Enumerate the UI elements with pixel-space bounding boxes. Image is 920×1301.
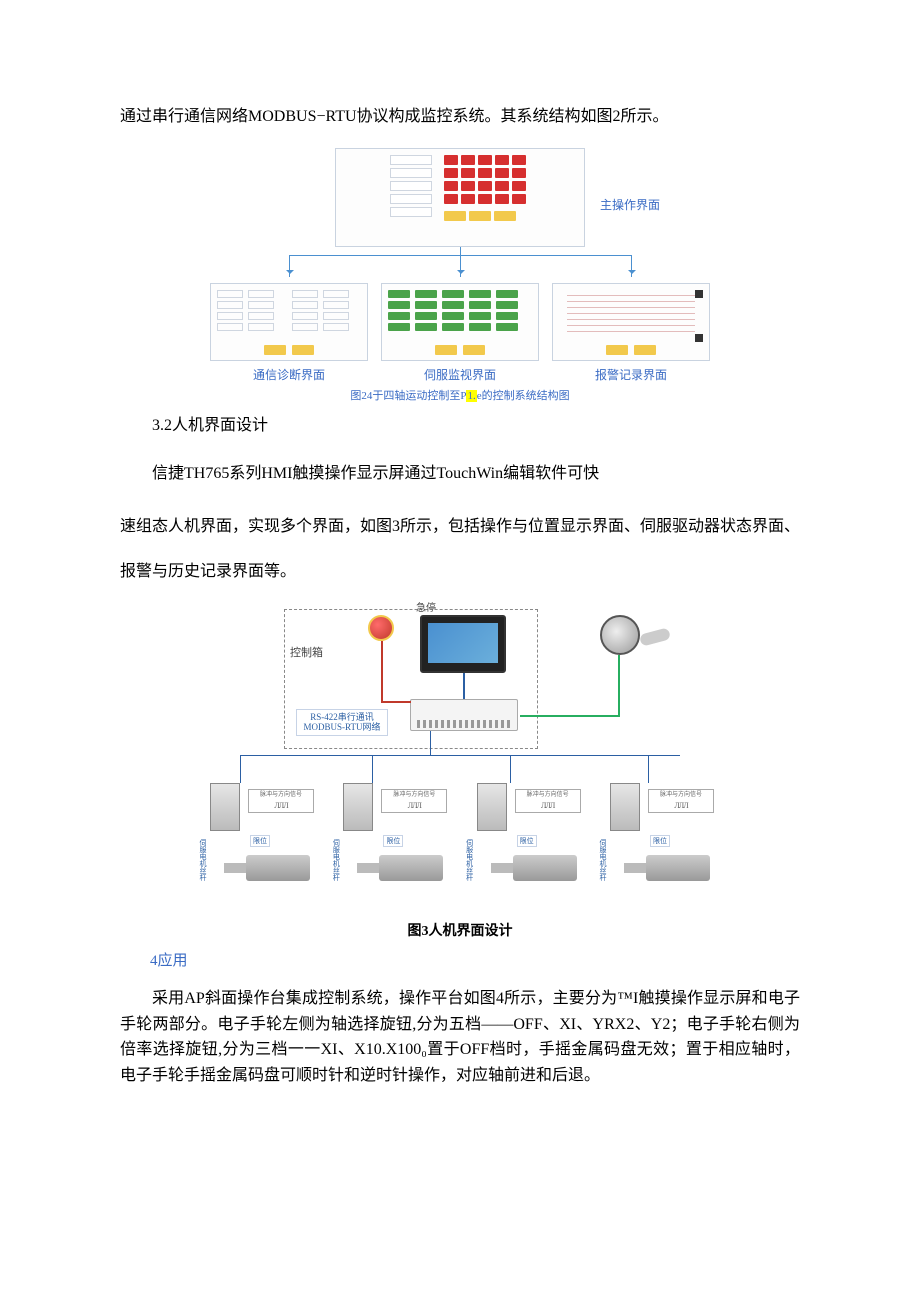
- fig2-label-servo: 伺服监视界面: [381, 366, 539, 384]
- fig3-estop-button: [368, 615, 394, 641]
- figure-2-caption: 图24于四轴运动控制至P1.e的控制系统结构图: [120, 388, 800, 405]
- section-3-2-heading: 3.2人机界面设计: [120, 414, 800, 438]
- sec4-p1: 采用AP斜面操作台集成控制系统，操作平台如图4所示，主要分为™I触摸操作显示屏和…: [120, 986, 800, 1088]
- fig3-servo-4: 脉冲与方向信号ЛЛЛ 限位 伺服电机丝杆: [600, 783, 720, 903]
- figure-2-diagram: 主操作界面 通信诊断界面: [210, 148, 710, 384]
- fig2-main-label: 主操作界面: [600, 196, 660, 214]
- fig3-control-box-label: 控制箱: [290, 645, 323, 662]
- fig3-estop-label: 急停: [416, 601, 436, 616]
- fig3-plc: [410, 699, 518, 731]
- fig3-servo-1: 脉冲与方向信号ЛЛЛ 限位 伺服电机丝杆: [200, 783, 320, 903]
- fig3-hmi: [420, 615, 506, 673]
- fig3-handwheel: [600, 615, 640, 655]
- figure-3-diagram: 控制箱 急停 RS-422串行通讯MODBUS-RTU网络 脉冲与方向信号ЛЛЛ…: [200, 615, 720, 915]
- fig2-comm-screen: [210, 283, 368, 361]
- fig2-servo-screen: [381, 283, 539, 361]
- fig3-servo-2: 脉冲与方向信号ЛЛЛ 限位 伺服电机丝杆: [333, 783, 453, 903]
- sec32-p2: 速组态人机界面，实现多个界面，如图3所示，包括操作与位置显示界面、伺服驱动器状态…: [120, 505, 800, 595]
- intro-paragraph: 通过串行通信网络MODBUS−RTU协议构成监控系统。其系统结构如图2所示。: [120, 95, 800, 140]
- fig2-label-alarm: 报警记录界面: [552, 366, 710, 384]
- sec32-p1: 信捷TH765系列HMI触摸操作显示屏通过TouchWin编辑软件可快: [120, 452, 800, 497]
- fig3-servo-3: 脉冲与方向信号ЛЛЛ 限位 伺服电机丝杆: [467, 783, 587, 903]
- section-4-heading: 4应用: [120, 950, 800, 973]
- fig2-main-screen: [335, 148, 585, 247]
- figure-3-caption: 图3人机界面设计: [120, 921, 800, 942]
- fig2-alarm-screen: [552, 283, 710, 361]
- fig2-label-comm: 通信诊断界面: [210, 366, 368, 384]
- fig3-network-label: RS-422串行通讯MODBUS-RTU网络: [296, 709, 388, 737]
